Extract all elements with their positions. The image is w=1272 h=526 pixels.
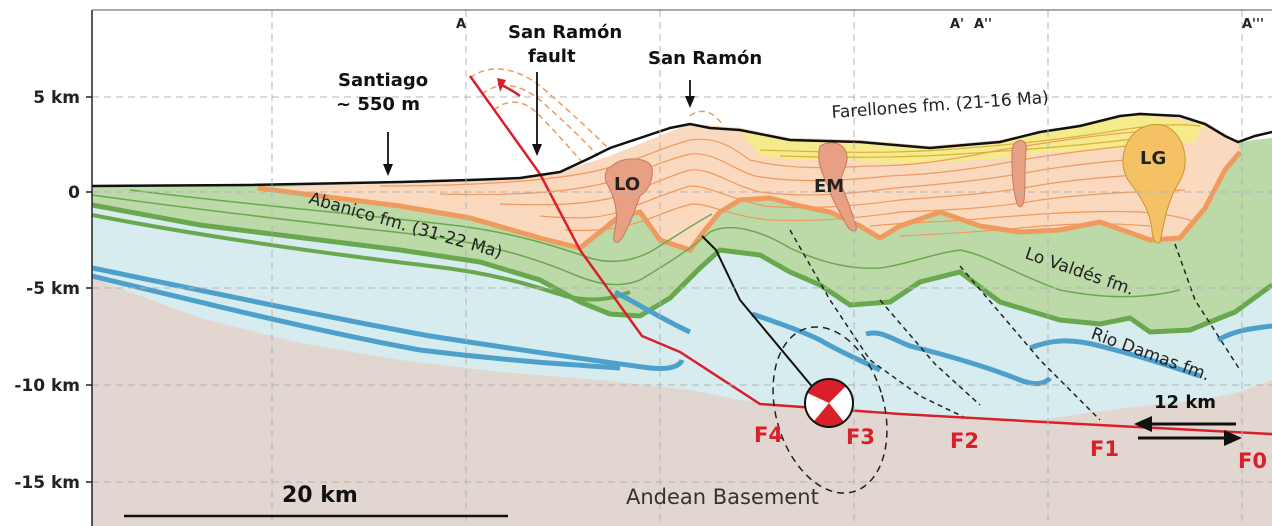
fault-label-f3: F3 bbox=[846, 425, 875, 449]
y-tick-label: -10 km bbox=[14, 376, 80, 396]
santiago-label: Santiago bbox=[338, 70, 428, 91]
intrusion-lo bbox=[604, 158, 653, 243]
fault-arrowhead bbox=[532, 144, 542, 156]
section-label-a2: A'' bbox=[974, 17, 992, 32]
fault-name-label: San Ramón bbox=[508, 22, 622, 43]
grid bbox=[92, 10, 1272, 526]
basement-label: Andean Basement bbox=[626, 485, 819, 509]
santiago-elevation: ~ 550 m bbox=[336, 94, 420, 115]
rio-damas-lines bbox=[92, 265, 1272, 387]
intrusion-label-em: EM bbox=[814, 176, 844, 197]
intrusion-lg bbox=[1122, 123, 1186, 244]
intrusion-label-lo: LO bbox=[614, 174, 640, 195]
san-ramon-arrowhead bbox=[685, 96, 695, 108]
fault-label-f2: F2 bbox=[950, 429, 979, 453]
intrusion-label-lg: LG bbox=[1140, 148, 1166, 169]
fault-label-f4: F4 bbox=[754, 423, 783, 447]
fault-label-f1: F1 bbox=[1090, 437, 1119, 461]
y-tick-label: 0 bbox=[68, 183, 80, 203]
eroded-fold-dashed bbox=[469, 68, 723, 163]
blind-fault-traces bbox=[789, 229, 1241, 421]
focal-mechanism-beachball bbox=[804, 378, 854, 428]
y-axis: 5 km 0 -5 km -10 km -15 km bbox=[14, 88, 92, 493]
y-tick-label: -5 km bbox=[26, 279, 80, 299]
san-ramon-label: San Ramón bbox=[648, 48, 762, 69]
y-tick-label: 5 km bbox=[33, 88, 80, 108]
section-label-a1: A' bbox=[950, 17, 964, 32]
section-label-a3: A''' bbox=[1242, 17, 1264, 32]
topography-line bbox=[92, 112, 1272, 188]
fault-name-label: fault bbox=[528, 46, 576, 67]
intrusion-em bbox=[818, 142, 857, 232]
fault-motion-arrowhead bbox=[497, 78, 506, 92]
fault-label-f0: F0 bbox=[1238, 449, 1267, 473]
lo-valdes-lines bbox=[92, 189, 1272, 335]
abanico-base-line bbox=[257, 150, 1242, 253]
shortening-arrows bbox=[1134, 416, 1242, 446]
hypocenter-uncertainty-ellipse bbox=[772, 326, 888, 494]
santiago-arrowhead bbox=[383, 164, 393, 176]
section-label-a: A bbox=[456, 17, 466, 32]
intrusion-small bbox=[1011, 139, 1027, 208]
shortening-label: 12 km bbox=[1154, 392, 1216, 413]
san-ramon-main-fault bbox=[468, 75, 1272, 436]
y-tick-label: -15 km bbox=[14, 473, 80, 493]
f3-fault-line bbox=[701, 235, 821, 397]
farellones-layer bbox=[740, 114, 1205, 164]
section-labels: A A' A'' A''' bbox=[456, 17, 1264, 32]
scale-bar-label: 20 km bbox=[282, 483, 358, 508]
sky-area bbox=[92, 0, 1272, 186]
